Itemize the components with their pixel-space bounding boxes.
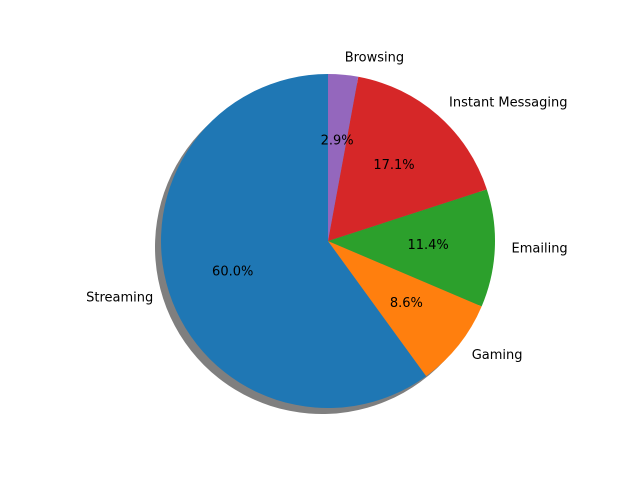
pie-slice-gaming	[328, 241, 482, 377]
pct-label-instant-messaging: 17.1%	[373, 158, 414, 173]
slice-label-instant-messaging: Instant Messaging	[449, 95, 567, 110]
pie-slice-browsing	[328, 74, 359, 241]
pie-slice-emailing	[328, 189, 495, 307]
pct-label-browsing: 2.9%	[321, 134, 354, 149]
pct-label-gaming: 8.6%	[390, 296, 423, 311]
pie-slice-streaming	[160, 74, 427, 409]
pie-label-layer: 60.0% Streaming 8.6% Gaming 11.4% Emailing 17.…	[86, 51, 568, 363]
slice-label-streaming: Streaming	[86, 290, 153, 305]
pct-label-streaming: 60.0%	[212, 264, 253, 279]
pct-label-emailing: 11.4%	[407, 238, 448, 253]
slice-label-gaming: Gaming	[472, 348, 523, 363]
slice-label-browsing: Browsing	[345, 51, 404, 66]
pie-slice-instant-messaging	[328, 76, 487, 241]
pie-slice-layer	[160, 74, 495, 409]
slice-label-emailing: Emailing	[512, 242, 568, 257]
